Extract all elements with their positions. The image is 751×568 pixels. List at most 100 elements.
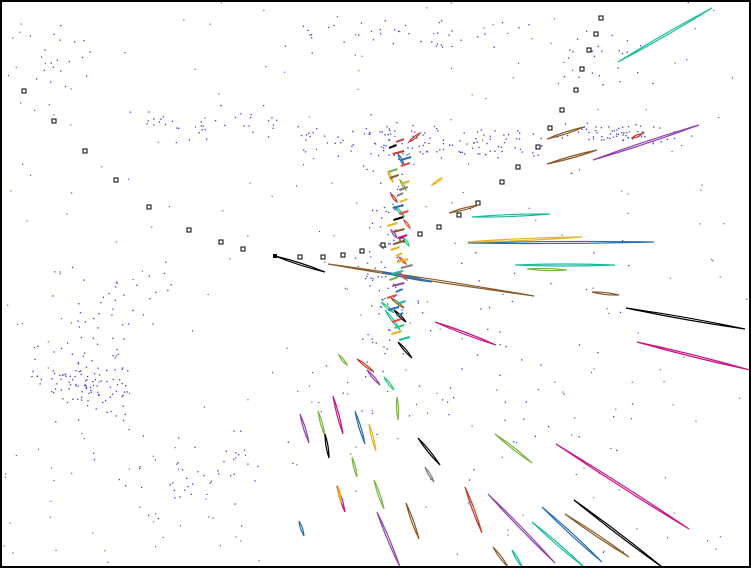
hit-point: [683, 356, 685, 358]
hit-point: [499, 374, 501, 376]
hit-point: [372, 279, 374, 281]
hit-point: [418, 385, 421, 387]
hit-point: [192, 330, 194, 332]
hit-point: [124, 391, 126, 393]
hit-point: [7, 304, 9, 306]
hit-point: [324, 261, 326, 263]
hit-point: [420, 40, 422, 43]
hit-point: [97, 327, 99, 329]
particle-track: [494, 433, 533, 464]
hit-point: [405, 369, 407, 371]
hit-point: [187, 485, 189, 488]
hit-point: [532, 152, 534, 154]
hit-point: [125, 485, 127, 487]
hit-point: [309, 34, 311, 36]
hit-point: [52, 295, 54, 297]
hit-point: [21, 322, 23, 324]
particle-track: [555, 443, 690, 530]
hit-point: [110, 411, 112, 413]
hit-point: [681, 145, 683, 147]
hit-point: [611, 130, 613, 132]
hit-point: [248, 125, 250, 127]
hit-point: [376, 433, 378, 436]
hit-point: [389, 192, 392, 194]
hit-point: [117, 353, 119, 355]
hit-point: [112, 378, 114, 381]
hit-point: [225, 450, 227, 452]
hit-point: [389, 139, 391, 141]
hit-point: [528, 207, 530, 209]
hit-point: [389, 243, 391, 245]
hit-point: [561, 234, 563, 236]
hit-point: [389, 133, 392, 135]
particle-track: [396, 258, 409, 263]
hit-point: [372, 209, 374, 212]
hit-point: [411, 130, 413, 132]
hit-point: [83, 39, 85, 42]
hit-point: [344, 287, 346, 289]
hit-point: [19, 31, 21, 33]
hit-point: [382, 247, 384, 249]
hit-point: [596, 132, 598, 134]
hit-point: [399, 31, 401, 33]
hit-point: [471, 94, 473, 96]
hit-point: [413, 163, 415, 165]
hit-point: [85, 385, 87, 387]
hit-point: [424, 142, 426, 144]
hit-point: [222, 210, 224, 212]
trajectory-marker: [515, 164, 521, 170]
hit-point: [463, 153, 466, 155]
hit-point: [461, 151, 463, 153]
hit-point: [175, 141, 177, 144]
hit-point: [384, 352, 386, 355]
hit-point: [86, 405, 89, 407]
hit-point: [47, 367, 49, 369]
hit-point: [608, 312, 610, 314]
hit-point: [394, 208, 396, 211]
hit-point: [162, 536, 164, 538]
hit-point: [139, 506, 141, 508]
hit-point: [666, 138, 668, 141]
hit-point: [397, 30, 400, 32]
hit-point: [342, 392, 344, 394]
particle-track: [390, 246, 400, 251]
hit-point: [632, 138, 634, 140]
hit-point: [487, 328, 489, 330]
hit-point: [575, 474, 577, 476]
hit-point: [319, 231, 321, 233]
hit-point: [26, 220, 28, 222]
hit-point: [98, 394, 100, 397]
hit-point: [252, 131, 254, 133]
hit-point: [12, 37, 14, 39]
hit-point: [59, 271, 61, 273]
hit-point: [449, 387, 452, 389]
hit-point: [179, 496, 181, 498]
hit-point: [115, 286, 117, 288]
hit-point: [68, 388, 70, 390]
hit-point: [436, 32, 439, 34]
hit-point: [479, 153, 481, 155]
hit-point: [82, 355, 84, 357]
hit-point: [122, 367, 124, 369]
hit-point: [467, 502, 469, 504]
hit-point: [116, 282, 118, 284]
hit-point: [190, 493, 192, 495]
hit-point: [56, 59, 59, 61]
particle-track: [299, 413, 310, 444]
trajectory-marker: [146, 204, 152, 210]
hit-point: [178, 127, 180, 129]
hit-point: [116, 348, 118, 351]
hit-point: [104, 399, 107, 402]
hit-point: [53, 33, 55, 35]
hit-point: [311, 52, 313, 54]
hit-point: [34, 346, 36, 348]
hit-point: [578, 436, 580, 438]
hit-point: [340, 142, 342, 144]
hit-point: [115, 281, 118, 283]
hit-point: [148, 514, 150, 516]
hit-point: [92, 532, 94, 534]
hit-point: [85, 366, 88, 368]
hit-point: [170, 284, 172, 286]
hit-point: [652, 143, 654, 145]
